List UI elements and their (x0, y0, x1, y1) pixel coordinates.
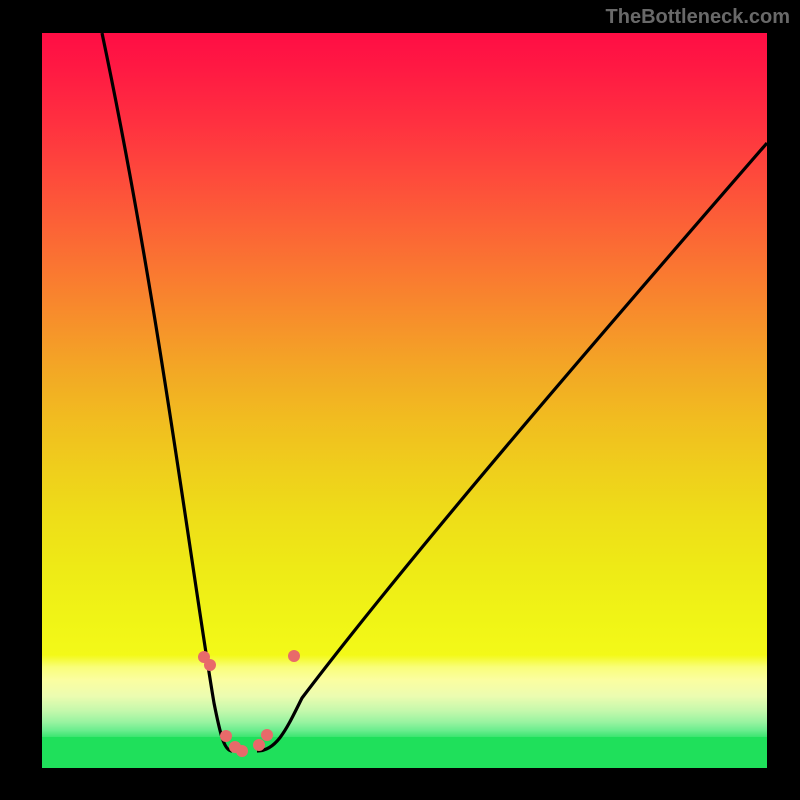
marker-dot (261, 729, 273, 741)
curve-left (102, 33, 232, 751)
watermark-text: TheBottleneck.com (606, 6, 790, 29)
marker-dot (288, 650, 300, 662)
plot-area (42, 33, 767, 768)
marker-dot (220, 730, 232, 742)
marker-dot (236, 745, 248, 757)
marker-dot (204, 659, 216, 671)
chart-container: TheBottleneck.com (0, 0, 800, 800)
curve-right (257, 143, 767, 751)
marker-dot (253, 739, 265, 751)
curves-svg (42, 33, 767, 768)
